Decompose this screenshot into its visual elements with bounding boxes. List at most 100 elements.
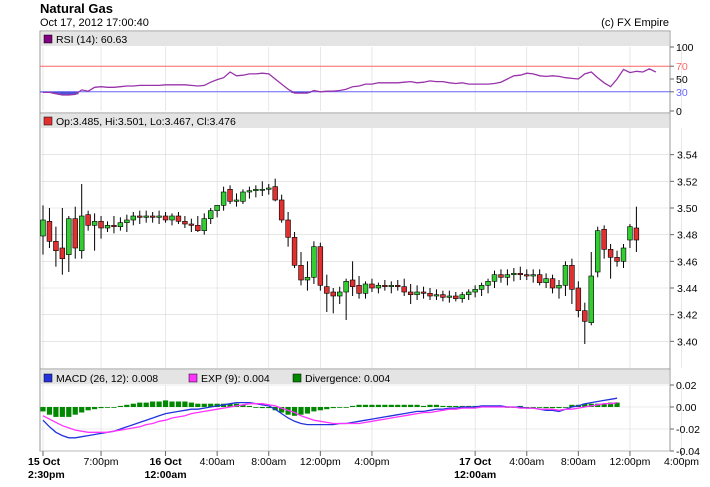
divergence-bar: [337, 407, 343, 408]
candle-up: [343, 281, 349, 293]
candle-down: [85, 214, 91, 226]
divergence-bar: [388, 404, 394, 407]
candle-down: [453, 295, 459, 299]
price-tick-label: 3.50: [677, 203, 698, 215]
divergence-bar: [453, 405, 459, 407]
price-tick-label: 3.44: [677, 283, 698, 295]
candle-up: [208, 210, 214, 219]
divergence-bar: [111, 407, 117, 408]
candle-down: [633, 227, 640, 241]
divergence-bar: [440, 405, 446, 407]
candle-down: [227, 189, 233, 202]
rsi-line-path: [43, 68, 657, 96]
candle-up: [311, 246, 317, 278]
divergence-bar: [524, 407, 530, 408]
candle-down: [395, 285, 401, 287]
candle-up: [459, 294, 465, 299]
rsi-legend-bar: [41, 32, 669, 46]
candle-down: [98, 221, 104, 229]
candle-down: [59, 247, 66, 259]
divergence-bar: [562, 407, 569, 408]
candle-down: [582, 310, 588, 322]
divergence-bar: [66, 407, 72, 417]
divergence-bar: [608, 402, 614, 407]
divergence-bar: [537, 407, 543, 408]
price-candles: [40, 178, 640, 344]
time-tick-label: 15 Oct: [28, 456, 61, 468]
divergence-bar: [227, 403, 233, 407]
candle-up: [556, 285, 562, 289]
divergence-bar: [356, 404, 362, 407]
candle-up: [588, 275, 594, 323]
divergence-bar: [324, 407, 330, 410]
divergence-bar: [253, 407, 259, 408]
candle-up: [156, 215, 162, 218]
candle-down: [356, 285, 362, 294]
rsi-tick-label: 0: [676, 106, 682, 118]
rsi-oversold-segment: [65, 91, 73, 95]
candle-down: [607, 249, 614, 258]
divergence-bar: [582, 403, 588, 407]
divergence-bar: [117, 405, 123, 407]
macd-divergence-bars: [40, 400, 620, 417]
candle-up: [478, 285, 485, 290]
divergence-bar: [414, 404, 420, 407]
macd-y-axis: 0.020.00-0.02-0.04: [670, 380, 700, 458]
rsi-oversold-segment: [72, 91, 79, 95]
divergence-bar: [188, 402, 194, 407]
candle-up: [304, 277, 311, 281]
candle-up: [91, 221, 98, 226]
candle-up: [362, 283, 369, 294]
candle-up: [485, 281, 491, 286]
divergence-bar: [124, 404, 130, 407]
divergence-bar: [150, 401, 156, 407]
candle-up: [511, 273, 517, 275]
candle-down: [614, 257, 620, 262]
candle-down: [291, 237, 298, 266]
candle-up: [530, 274, 536, 277]
divergence-bar: [362, 404, 369, 407]
time-tick-label: 4:00pm: [664, 456, 699, 468]
price-tick-label: 3.42: [677, 310, 698, 322]
candle-up: [117, 222, 124, 227]
time-tick-label: 7:00pm: [84, 456, 119, 468]
macd-line: [42, 397, 618, 439]
candle-down: [188, 223, 195, 226]
candle-up: [201, 218, 207, 231]
rsi-legend-swatch: [43, 34, 53, 44]
price-panel: Op:3.485, Hi:3.501, Lo:3.467, Cl:3.476 3…: [39, 112, 698, 370]
divergence-bar: [401, 404, 407, 407]
candle-up: [375, 285, 382, 289]
candle-up: [66, 218, 72, 255]
divergence-bar: [543, 407, 549, 409]
divergence-bar: [601, 403, 607, 407]
candle-down: [349, 279, 356, 287]
divergence-bar: [59, 407, 65, 417]
divergence-bar: [304, 407, 311, 414]
candle-down: [382, 285, 388, 287]
divergence-bar: [291, 407, 298, 416]
exp-line: [42, 401, 618, 433]
macd-tick-label: 0.00: [676, 402, 697, 414]
candle-down: [440, 294, 446, 298]
divergence-bar: [556, 407, 562, 409]
divergence-bar: [614, 402, 620, 407]
macd-tick-label: 0.02: [676, 380, 697, 392]
candle-up: [240, 191, 246, 202]
rsi-oversold-segment: [59, 91, 66, 95]
macd-legend-swatch: [43, 373, 53, 383]
divergence-bar: [195, 403, 201, 407]
candle-down: [407, 291, 414, 295]
divergence-bar: [530, 407, 536, 408]
divergence-bar: [382, 404, 388, 407]
divergence-bar: [279, 407, 285, 413]
candle-down: [498, 274, 504, 278]
candle-down: [369, 283, 375, 289]
divergence-bar: [311, 407, 317, 412]
candle-down: [175, 215, 182, 222]
divergence-bar: [549, 407, 556, 409]
candle-down: [46, 221, 53, 242]
price-tick-label: 3.48: [677, 230, 698, 242]
candle-up: [130, 215, 136, 221]
